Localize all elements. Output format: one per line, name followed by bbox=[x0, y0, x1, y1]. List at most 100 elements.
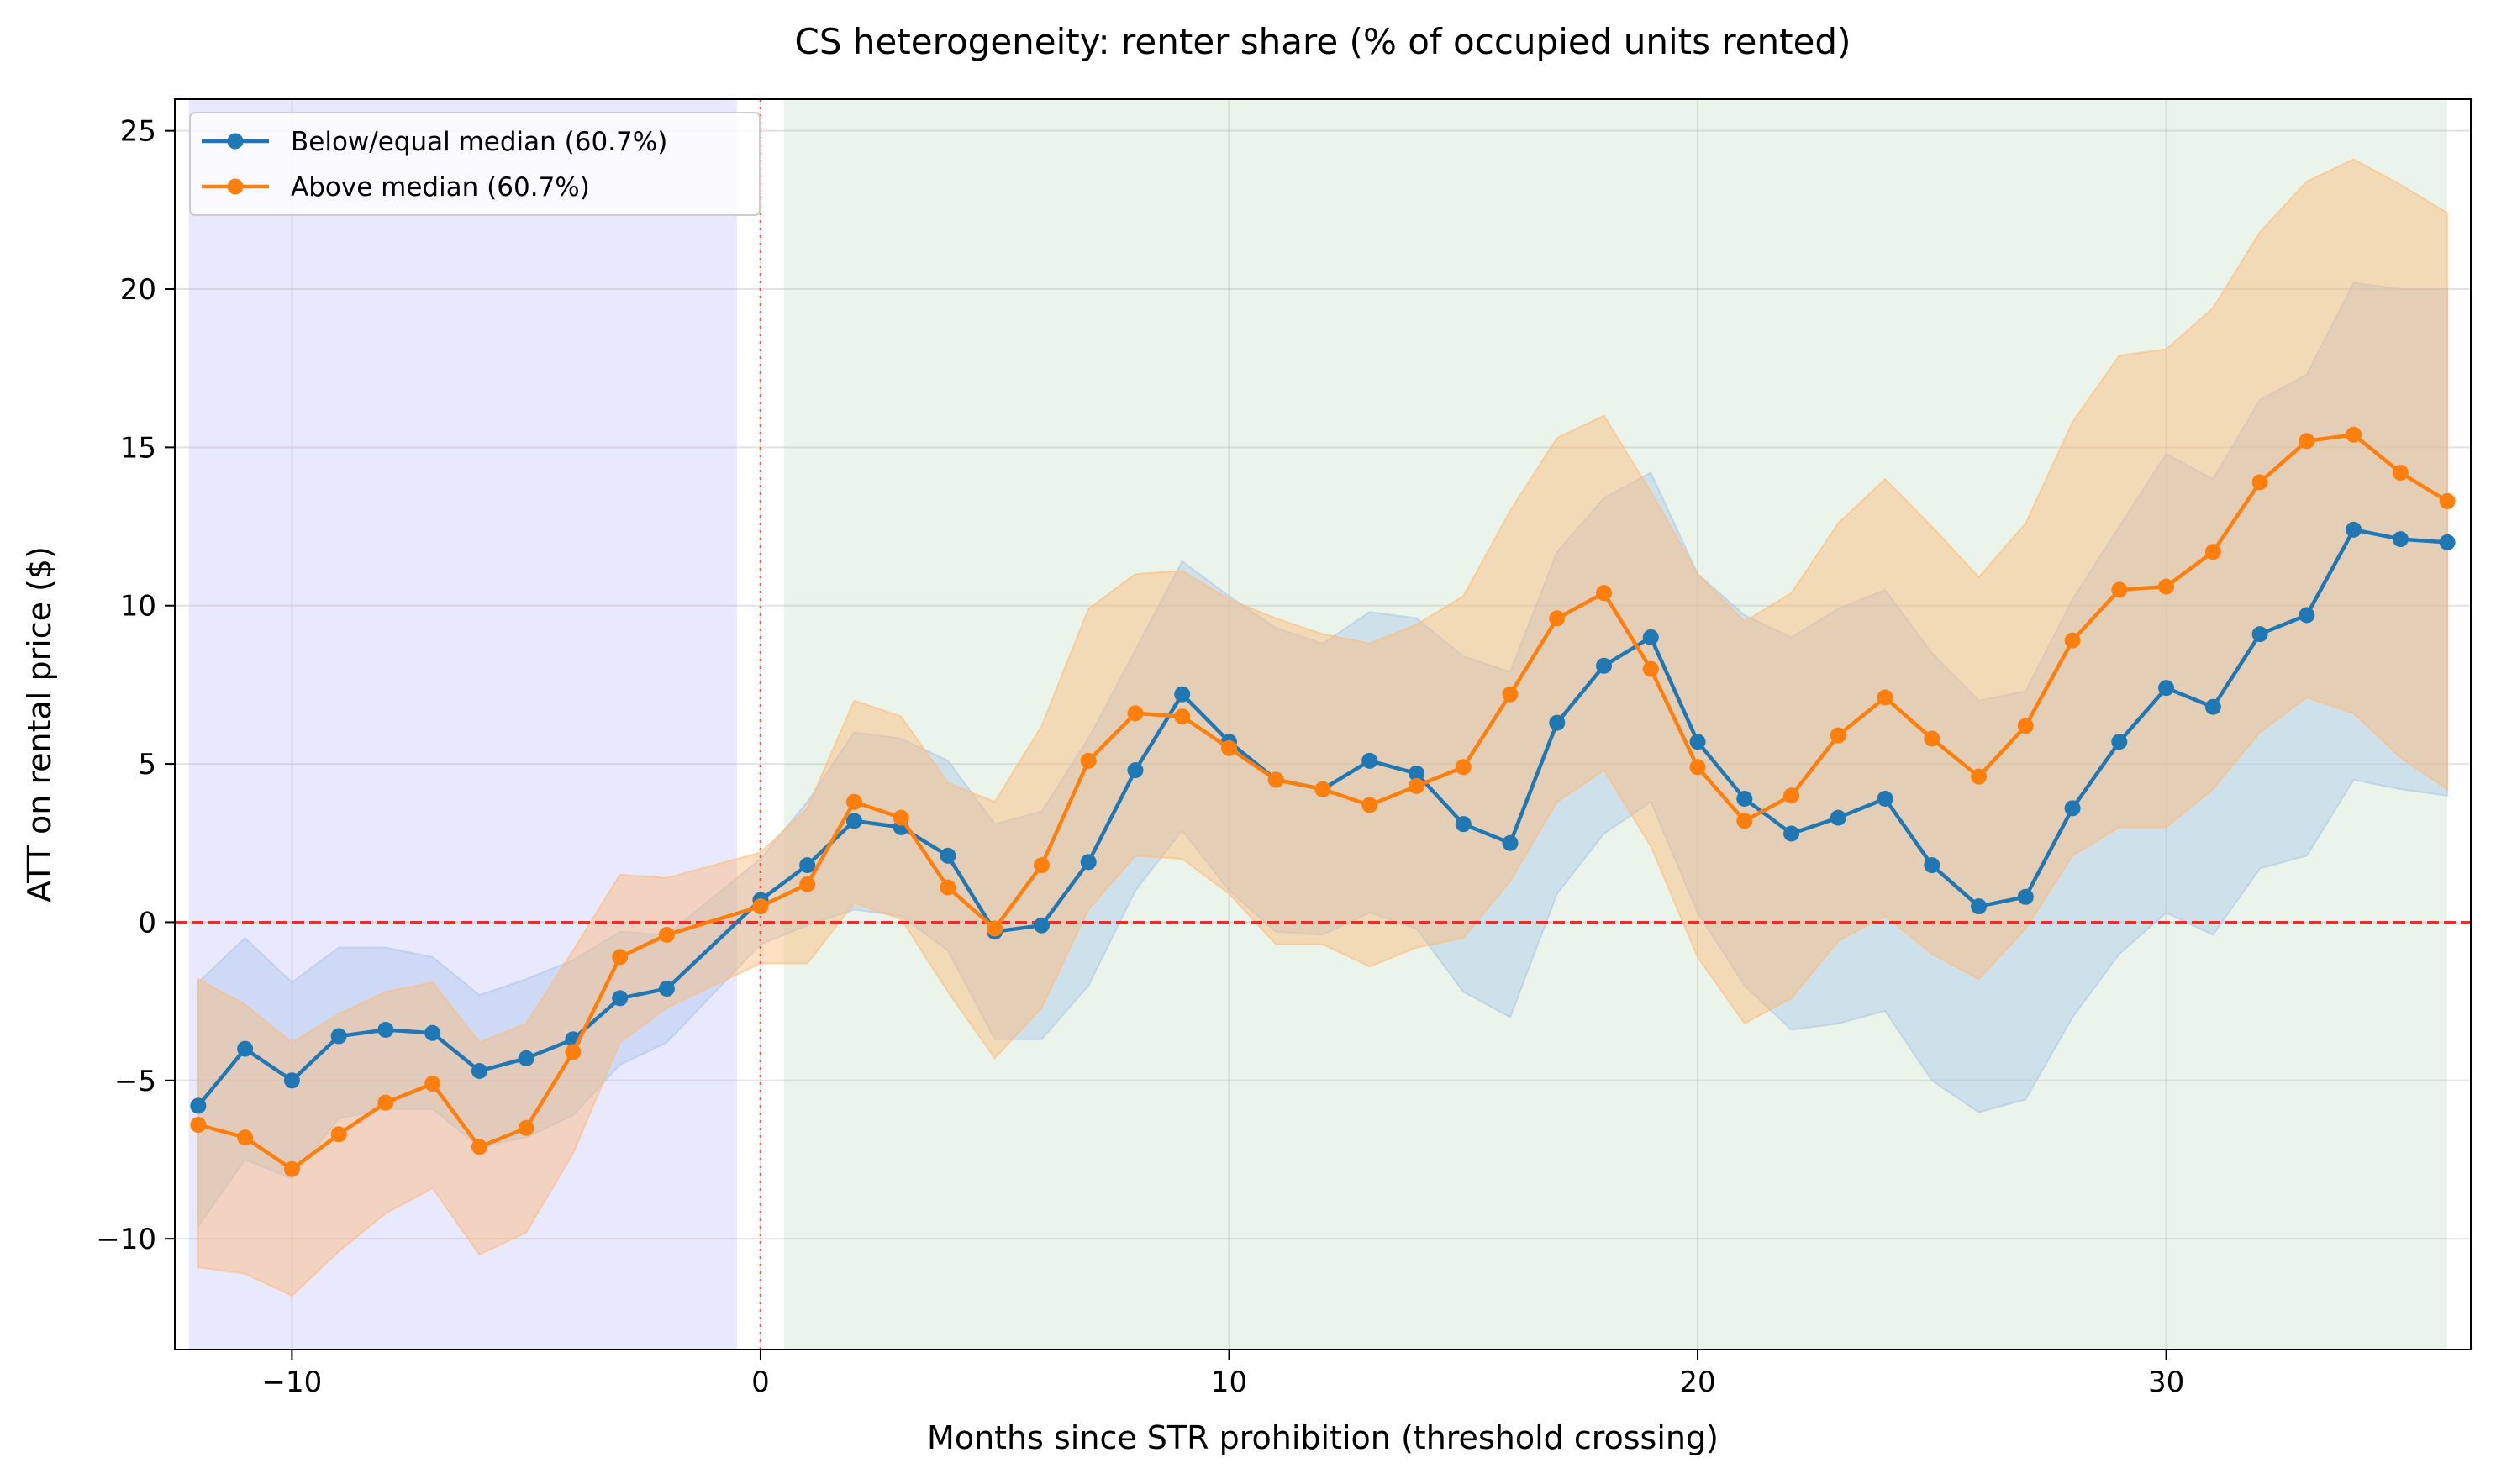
series-1-point bbox=[2017, 718, 2034, 734]
series-1-point bbox=[845, 793, 862, 810]
series-0-point bbox=[1924, 857, 1940, 874]
series-0-point bbox=[424, 1024, 441, 1041]
series-1-point bbox=[2064, 632, 2081, 649]
y-tick-label: −10 bbox=[96, 1223, 156, 1256]
x-tick-label: 30 bbox=[2148, 1366, 2184, 1399]
series-1-point bbox=[612, 949, 629, 966]
series-1-point bbox=[2346, 426, 2362, 443]
y-axis-label: ATT on rental price ($) bbox=[21, 546, 58, 903]
series-1-point bbox=[658, 927, 675, 944]
confidence-bands bbox=[197, 158, 2449, 1297]
series-1-point bbox=[190, 1117, 207, 1134]
series-1-point bbox=[1830, 727, 1846, 744]
legend: Below/equal median (60.7%) Above median (… bbox=[189, 112, 761, 216]
series-0-point bbox=[1596, 657, 1613, 674]
series-1-point bbox=[1502, 686, 1519, 703]
series-1-point bbox=[518, 1119, 534, 1136]
x-tick-label: 10 bbox=[1211, 1366, 1247, 1399]
series-1-point bbox=[2204, 544, 2221, 560]
series-1-point bbox=[424, 1076, 441, 1092]
series-0-point bbox=[377, 1022, 394, 1039]
series-0-point bbox=[2439, 534, 2456, 550]
plot-frame bbox=[174, 98, 2472, 1350]
series-0-point bbox=[190, 1097, 207, 1114]
series-0-point bbox=[845, 813, 862, 829]
y-tick-label: −5 bbox=[114, 1065, 156, 1098]
series-0-point bbox=[1689, 734, 1706, 750]
series-0-point bbox=[1502, 834, 1519, 851]
series-0-point bbox=[518, 1050, 534, 1066]
shaded-regions bbox=[188, 99, 2448, 1350]
series-line-1 bbox=[197, 433, 2449, 1171]
series-0-point bbox=[612, 990, 629, 1007]
series-0-point bbox=[1736, 791, 1753, 808]
series-0-point bbox=[2392, 531, 2409, 548]
series-1-point bbox=[2111, 581, 2128, 598]
series-1-point bbox=[2439, 492, 2456, 509]
series-0-point bbox=[799, 857, 816, 874]
y-tick-label: 25 bbox=[120, 115, 156, 149]
x-tick-label: 0 bbox=[751, 1366, 770, 1399]
series-0-point bbox=[658, 981, 675, 997]
y-tick-label: 20 bbox=[120, 273, 156, 307]
series-1-point bbox=[1783, 787, 1800, 804]
series-0-point bbox=[1877, 791, 1893, 808]
legend-marker-1 bbox=[227, 178, 244, 195]
series-1-point bbox=[893, 809, 909, 826]
series-1-point bbox=[1267, 771, 1284, 788]
series-0-point bbox=[1455, 816, 1472, 833]
series-0-point bbox=[1361, 752, 1378, 769]
series-1-point bbox=[283, 1160, 300, 1177]
series-0-point bbox=[1409, 765, 1425, 781]
series-0-point bbox=[2346, 521, 2362, 538]
confidence-band-0 bbox=[197, 282, 2449, 1229]
series-1-point bbox=[940, 879, 956, 896]
series-0-point bbox=[1080, 854, 1097, 871]
legend-label-1: Above median (60.7%) bbox=[291, 172, 590, 203]
series-1-point bbox=[2251, 474, 2268, 491]
x-axis-label: Months since STR prohibition (threshold … bbox=[927, 1419, 1719, 1456]
series-1-point bbox=[1736, 813, 1753, 829]
series-1-point bbox=[377, 1094, 394, 1111]
y-tick-label: 0 bbox=[138, 906, 156, 939]
legend-marker-0 bbox=[227, 133, 244, 150]
series-1-point bbox=[1033, 857, 1050, 874]
series-1-point bbox=[1924, 730, 1940, 747]
chart-title: CS heterogeneity: renter share (% of occ… bbox=[795, 21, 1851, 62]
series-1-point bbox=[1689, 759, 1706, 776]
y-tick-label: 10 bbox=[120, 590, 156, 624]
series-1-point bbox=[752, 898, 769, 915]
series-0-point bbox=[283, 1072, 300, 1089]
shaded-region-0 bbox=[188, 99, 738, 1350]
series-0-point bbox=[2204, 698, 2221, 715]
series-0-point bbox=[2251, 626, 2268, 643]
reference-lines bbox=[175, 99, 2471, 1350]
series-0-point bbox=[1549, 714, 1566, 731]
series-0-point bbox=[1174, 686, 1191, 703]
series-1-point bbox=[471, 1139, 487, 1155]
y-tick-label: 5 bbox=[138, 748, 156, 781]
series-1-point bbox=[1174, 708, 1191, 725]
series-0-point bbox=[330, 1028, 347, 1045]
series-1-point bbox=[1127, 705, 1144, 722]
series-1-point bbox=[1455, 759, 1472, 776]
series-0-point bbox=[1033, 917, 1050, 934]
series-lines bbox=[190, 426, 2456, 1177]
series-1-point bbox=[2299, 433, 2315, 450]
series-1-point bbox=[237, 1129, 254, 1146]
series-0-point bbox=[2111, 734, 2128, 750]
series-1-point bbox=[1549, 610, 1566, 627]
series-1-point bbox=[1409, 777, 1425, 794]
series-1-point bbox=[2158, 578, 2175, 595]
series-0-point bbox=[237, 1040, 254, 1057]
series-0-point bbox=[1971, 898, 1988, 915]
legend-label-0: Below/equal median (60.7%) bbox=[291, 127, 667, 157]
legend-box bbox=[189, 112, 761, 216]
series-0-point bbox=[1642, 629, 1659, 645]
series-1-point bbox=[1877, 689, 1893, 706]
series-1-point bbox=[330, 1126, 347, 1143]
series-1-point bbox=[1596, 585, 1613, 602]
y-tick-label: 15 bbox=[120, 431, 156, 465]
x-tick-label: −10 bbox=[262, 1366, 323, 1399]
